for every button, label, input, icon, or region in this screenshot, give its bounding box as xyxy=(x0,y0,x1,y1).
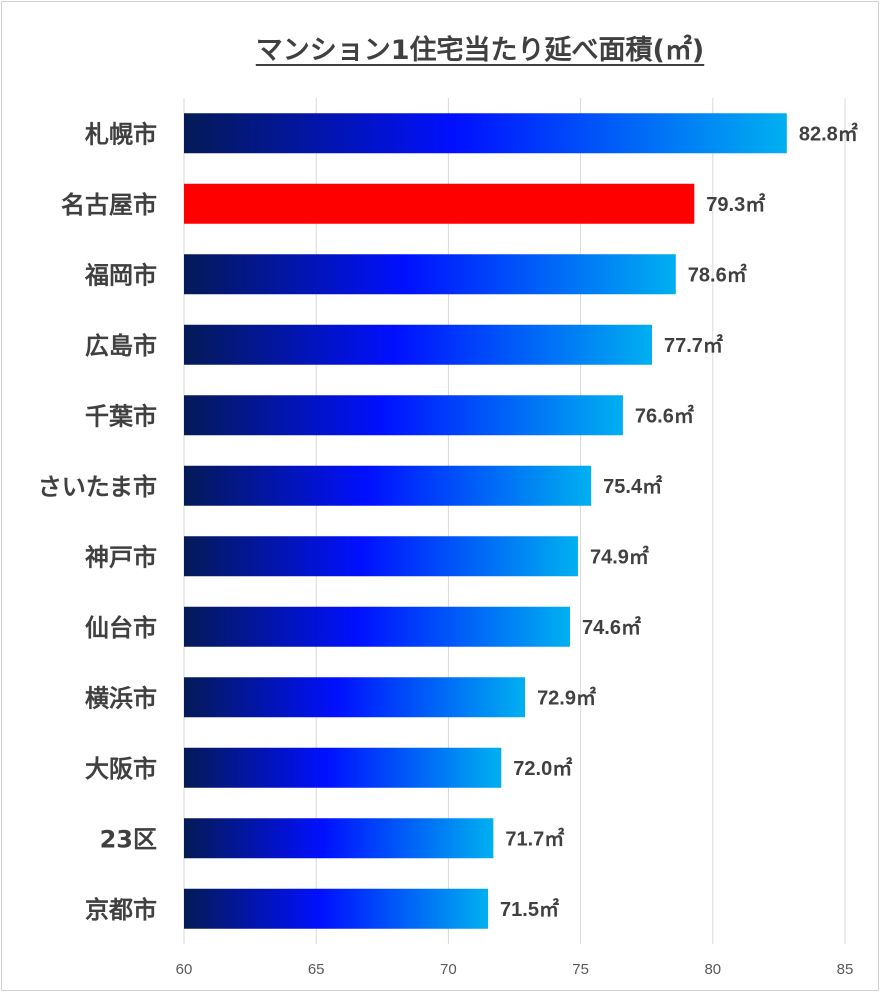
value-label: 77.7㎡ xyxy=(664,333,723,357)
category-label: 千葉市 xyxy=(85,402,157,430)
category-label: 京都市 xyxy=(85,896,157,924)
x-tick-label: 75 xyxy=(572,961,589,978)
value-label: 74.6㎡ xyxy=(582,615,641,639)
category-label: 23区 xyxy=(100,825,157,853)
x-axis-ticks: 60 65 70 75 80 85 xyxy=(176,961,854,978)
gridlines xyxy=(183,98,846,944)
bar xyxy=(184,888,489,929)
bar xyxy=(184,606,571,647)
x-tick-label: 60 xyxy=(176,961,193,978)
value-labels: 82.8㎡ 79.3㎡ 78.6㎡ 77.7㎡ 76.6㎡ 75.4㎡ 74.9㎡ 74.6㎡… xyxy=(500,121,858,921)
category-label: 神戸市 xyxy=(85,543,157,571)
x-tick-label: 65 xyxy=(308,961,325,978)
bar xyxy=(184,395,623,436)
value-label: 79.3㎡ xyxy=(706,192,765,216)
category-label: さいたま市 xyxy=(38,473,157,501)
bar xyxy=(184,254,676,295)
value-label: 74.9㎡ xyxy=(590,544,649,568)
value-label: 72.9㎡ xyxy=(537,685,596,709)
category-label: 名古屋市 xyxy=(61,191,157,219)
bar xyxy=(184,677,526,718)
value-label: 82.8㎡ xyxy=(799,121,858,145)
bar xyxy=(184,747,502,788)
category-label: 仙台市 xyxy=(85,614,157,642)
value-label: 75.4㎡ xyxy=(603,474,662,498)
x-tick-label: 80 xyxy=(704,961,721,978)
x-tick-label: 85 xyxy=(837,961,854,978)
category-label: 札幌市 xyxy=(84,120,157,148)
bars xyxy=(184,113,787,929)
value-label: 78.6㎡ xyxy=(688,262,747,286)
bar xyxy=(184,818,494,859)
x-tick-label: 70 xyxy=(440,961,457,978)
value-label: 71.5㎡ xyxy=(500,897,559,921)
category-label: 福岡市 xyxy=(84,261,157,289)
bar xyxy=(184,536,578,577)
category-label: 広島市 xyxy=(85,332,157,360)
value-label: 71.7㎡ xyxy=(505,826,564,850)
value-label: 72.0㎡ xyxy=(513,756,572,780)
bar xyxy=(184,465,592,506)
bar xyxy=(184,113,787,154)
bar xyxy=(184,324,652,365)
category-label: 大阪市 xyxy=(85,755,157,783)
bar xyxy=(184,183,695,224)
category-label: 横浜市 xyxy=(85,684,157,712)
chart-title: マンション1住宅当たり延べ面積(㎡) xyxy=(255,35,705,66)
value-label: 76.6㎡ xyxy=(635,403,694,427)
